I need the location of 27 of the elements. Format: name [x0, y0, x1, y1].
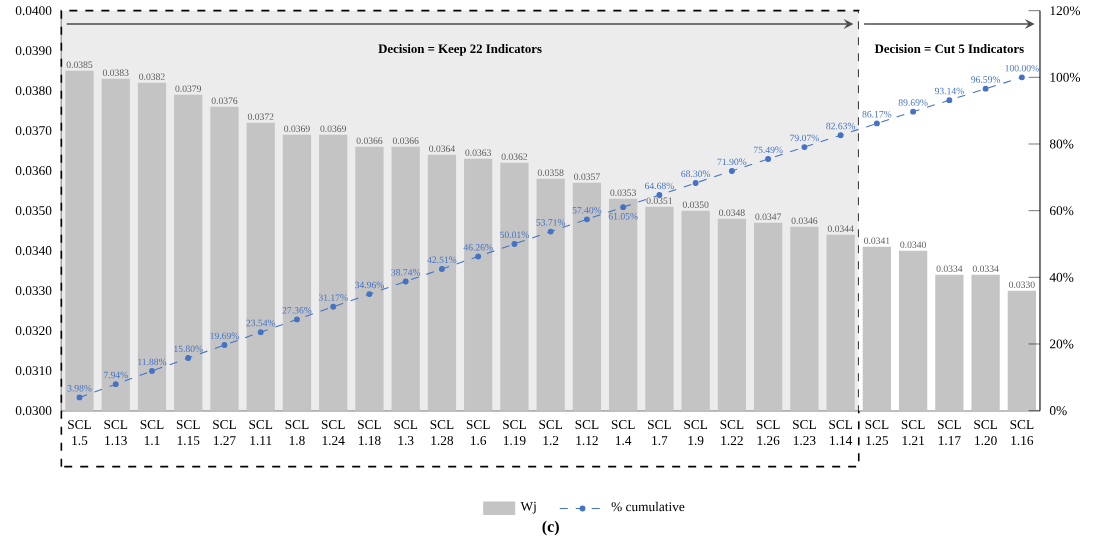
point — [257, 329, 264, 336]
point — [511, 241, 518, 247]
point — [620, 204, 627, 211]
point — [692, 180, 699, 186]
point — [185, 355, 192, 361]
point — [547, 228, 554, 235]
point — [801, 144, 808, 151]
point — [76, 394, 83, 401]
point — [149, 368, 155, 374]
point — [330, 303, 337, 310]
point — [438, 266, 445, 272]
point — [366, 291, 373, 298]
point — [728, 168, 735, 174]
point — [402, 278, 409, 285]
point — [910, 108, 917, 115]
point — [765, 156, 772, 162]
point — [583, 216, 590, 223]
text: (c) — [542, 520, 559, 536]
point — [221, 342, 228, 348]
point — [112, 381, 119, 388]
point — [982, 85, 989, 92]
point — [946, 97, 953, 104]
point — [294, 316, 300, 323]
point — [837, 132, 844, 139]
point — [873, 120, 880, 127]
point — [1018, 74, 1025, 81]
point — [475, 253, 482, 260]
